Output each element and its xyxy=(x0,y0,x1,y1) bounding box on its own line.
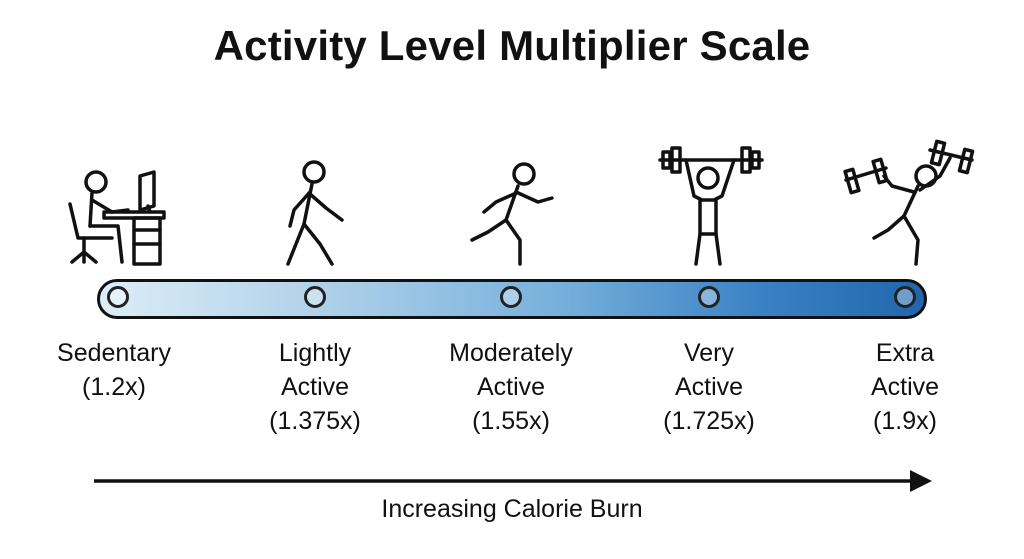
level-name: Lightly xyxy=(278,339,352,367)
level-name: Extra xyxy=(875,339,935,367)
level-name-line2: Active xyxy=(280,373,350,401)
level-label-extra-active: Extra Active (1.9x) xyxy=(815,336,995,438)
level-label-moderately-active: Moderately Active (1.55x) xyxy=(421,336,601,438)
level-name: Sedentary xyxy=(57,339,171,367)
level-name: Moderately xyxy=(449,339,573,367)
level-multiplier: (1.55x) xyxy=(472,407,550,435)
level-name-line2: Active xyxy=(870,373,940,401)
scale-marker-moderately-active xyxy=(500,286,522,308)
scale-marker-extra-active xyxy=(894,286,916,308)
level-label-lightly-active: Lightly Active (1.375x) xyxy=(225,336,405,438)
running-person-icon xyxy=(470,162,554,266)
level-name-line2: Active xyxy=(674,373,744,401)
activity-icons xyxy=(68,139,975,266)
page-title: Activity Level Multiplier Scale xyxy=(213,22,811,69)
scale-marker-lightly-active xyxy=(304,286,326,308)
weightlifter-icon xyxy=(658,146,764,266)
level-multiplier: (1.9x) xyxy=(873,407,937,435)
scale-marker-sedentary xyxy=(107,286,129,308)
level-multiplier: (1.725x) xyxy=(663,407,755,435)
increase-arrow-icon xyxy=(94,470,932,492)
level-label-very-active: Very Active (1.725x) xyxy=(619,336,799,438)
level-name-line2: Active xyxy=(476,373,546,401)
level-multiplier: (1.2x) xyxy=(82,373,146,401)
level-name: Very xyxy=(683,339,735,367)
walking-person-icon xyxy=(286,160,344,266)
level-multiplier: (1.375x) xyxy=(269,407,361,435)
arrow-caption: Increasing Calorie Burn xyxy=(381,495,643,523)
activity-scale-bar xyxy=(97,279,927,319)
level-label-sedentary: Sedentary (1.2x) xyxy=(24,336,204,404)
person-at-desk-icon xyxy=(68,170,166,266)
scale-marker-very-active xyxy=(698,286,720,308)
dumbbell-athlete-icon xyxy=(843,139,975,266)
